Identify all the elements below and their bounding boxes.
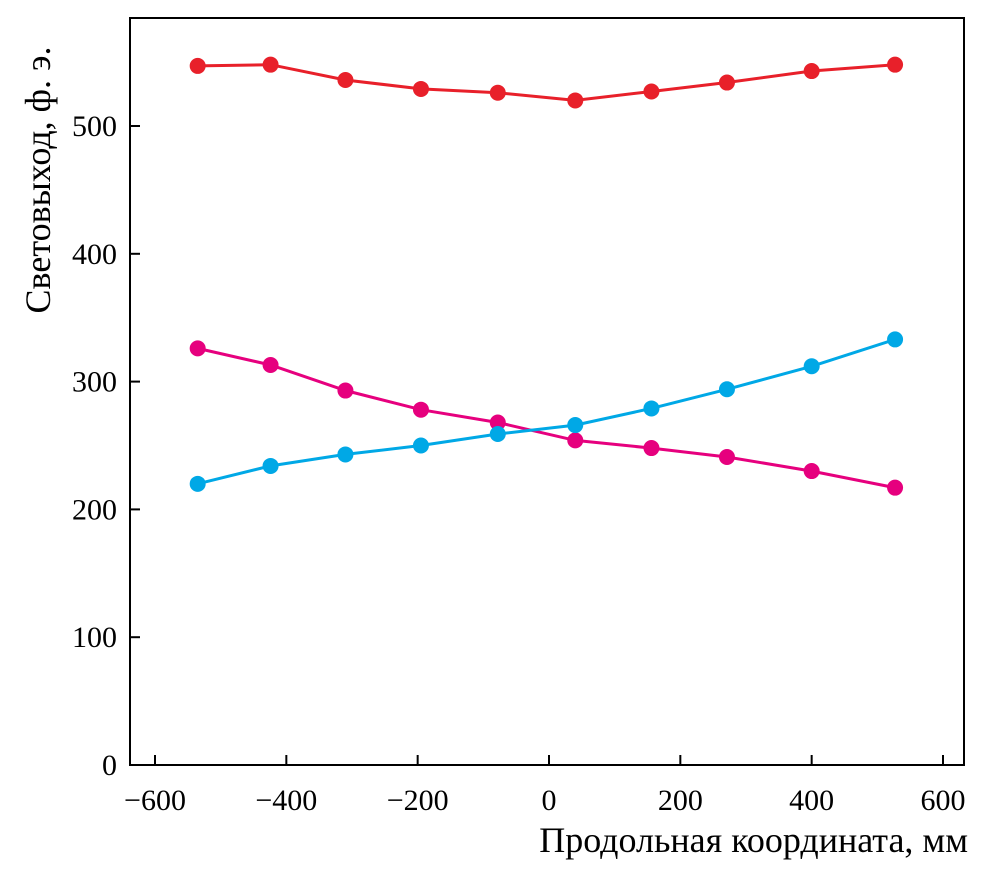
x-axis-title: Продольная координата, мм	[539, 820, 968, 860]
series-cyan	[189, 331, 904, 492]
series-layer	[189, 56, 904, 496]
x-tick-label: −600	[124, 784, 186, 817]
data-point-cyan	[337, 446, 354, 463]
data-point-red	[887, 56, 904, 73]
series-line-red	[197, 63, 896, 102]
x-tick-label: 400	[789, 784, 834, 817]
x-tick-label: 600	[921, 784, 966, 817]
series-line-magenta	[197, 346, 896, 490]
data-point-red	[718, 74, 735, 91]
data-point-cyan	[718, 381, 735, 398]
y-tick-label: 400	[72, 238, 117, 271]
data-point-magenta	[262, 356, 279, 373]
series-line-cyan	[197, 337, 896, 486]
data-point-cyan	[262, 457, 279, 474]
data-point-cyan	[567, 417, 584, 434]
y-tick-label: 300	[72, 366, 117, 399]
x-tick-label: −400	[255, 784, 317, 817]
x-tick-label: 0	[542, 784, 557, 817]
data-point-red	[489, 84, 506, 101]
x-tick-label: 200	[658, 784, 703, 817]
data-point-magenta	[189, 340, 206, 357]
x-ticks: −600 −400 −200 0 200 400 600	[124, 755, 966, 817]
data-point-red	[567, 92, 584, 109]
data-point-magenta	[643, 440, 660, 457]
y-axis-title: Световыход, ф. э.	[18, 47, 58, 314]
data-point-cyan	[803, 358, 820, 375]
series-red	[189, 56, 904, 109]
data-point-magenta	[489, 414, 506, 431]
data-point-magenta	[567, 432, 584, 449]
y-tick-label: 100	[72, 621, 117, 654]
y-tick-label: 0	[102, 749, 117, 782]
data-point-cyan	[412, 437, 429, 454]
data-point-cyan	[189, 475, 206, 492]
x-tick-label: −200	[387, 784, 449, 817]
data-point-red	[643, 83, 660, 100]
data-point-magenta	[337, 382, 354, 399]
data-point-magenta	[887, 479, 904, 496]
data-point-red	[189, 57, 206, 74]
data-point-magenta	[803, 463, 820, 480]
data-point-magenta	[718, 449, 735, 466]
series-magenta	[189, 340, 904, 496]
data-point-cyan	[489, 425, 506, 442]
data-point-cyan	[643, 400, 660, 417]
data-point-red	[337, 71, 354, 88]
y-ticks: 0 100 200 300 400 500	[72, 110, 140, 782]
data-point-cyan	[887, 331, 904, 348]
data-point-red	[412, 80, 429, 97]
y-tick-label: 200	[72, 493, 117, 526]
data-point-magenta	[412, 401, 429, 418]
data-point-red	[803, 63, 820, 80]
y-tick-label: 500	[72, 110, 117, 143]
plot-frame	[129, 17, 965, 766]
data-point-red	[262, 56, 279, 73]
